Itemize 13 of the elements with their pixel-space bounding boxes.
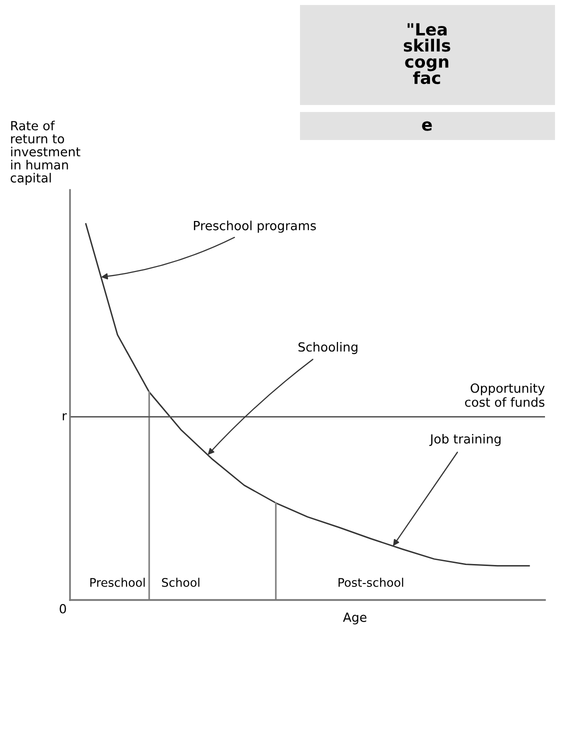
x-tick-label: Preschool	[90, 578, 145, 587]
text: "Lea skills cogn fac	[404, 23, 450, 84]
text: e	[422, 121, 432, 131]
x-axis-title: Age	[343, 612, 366, 624]
text: 0	[60, 604, 66, 614]
ref-line-label: r	[62, 413, 67, 420]
annotation: Job training	[429, 434, 501, 446]
annotation: Opportunity cost of funds	[465, 383, 545, 407]
annotation: Preschool programs	[194, 220, 316, 233]
annotation: Schooling	[298, 342, 358, 354]
y-axis-title: Rate of return to investment in human capital	[10, 120, 80, 185]
x-tick-label: Post-school	[338, 578, 404, 587]
x-tick-label: School	[162, 578, 200, 587]
